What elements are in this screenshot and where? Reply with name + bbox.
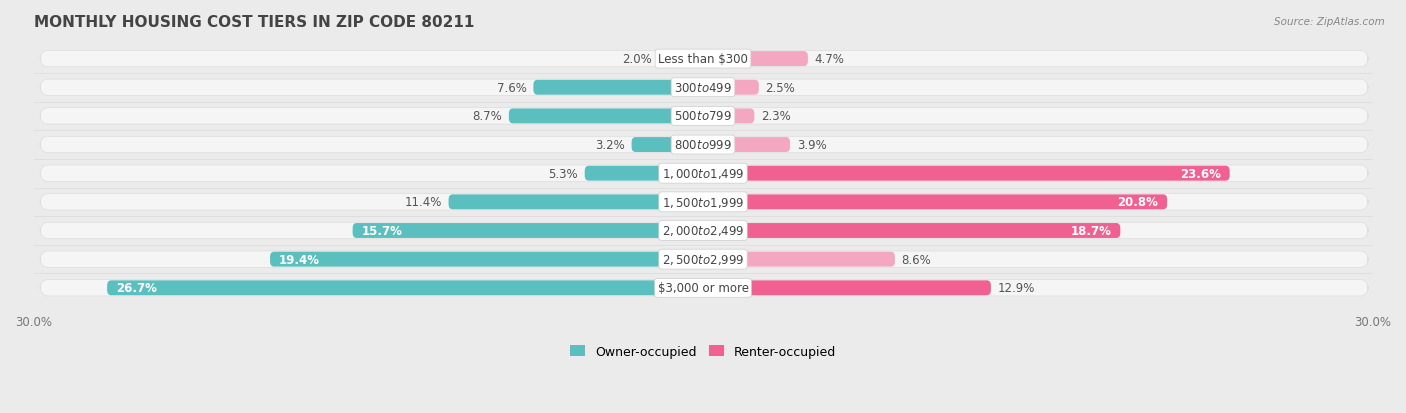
Text: 15.7%: 15.7% <box>361 224 402 237</box>
FancyBboxPatch shape <box>509 109 703 124</box>
FancyBboxPatch shape <box>703 109 755 124</box>
FancyBboxPatch shape <box>41 166 1368 182</box>
FancyBboxPatch shape <box>41 252 1368 268</box>
FancyBboxPatch shape <box>270 252 703 267</box>
Text: $500 to $799: $500 to $799 <box>673 110 733 123</box>
Text: 23.6%: 23.6% <box>1180 167 1220 180</box>
Text: $2,500 to $2,999: $2,500 to $2,999 <box>662 252 744 266</box>
Text: 4.7%: 4.7% <box>814 53 845 66</box>
FancyBboxPatch shape <box>41 137 1368 153</box>
FancyBboxPatch shape <box>703 281 991 296</box>
Text: 19.4%: 19.4% <box>278 253 321 266</box>
FancyBboxPatch shape <box>107 281 703 296</box>
FancyBboxPatch shape <box>631 138 703 153</box>
Text: 2.5%: 2.5% <box>765 81 796 95</box>
FancyBboxPatch shape <box>703 223 1121 238</box>
Text: 2.3%: 2.3% <box>761 110 790 123</box>
Text: $300 to $499: $300 to $499 <box>673 81 733 95</box>
FancyBboxPatch shape <box>533 81 703 95</box>
Text: 20.8%: 20.8% <box>1118 196 1159 209</box>
Text: MONTHLY HOUSING COST TIERS IN ZIP CODE 80211: MONTHLY HOUSING COST TIERS IN ZIP CODE 8… <box>34 15 474 30</box>
FancyBboxPatch shape <box>703 195 1167 210</box>
Text: Source: ZipAtlas.com: Source: ZipAtlas.com <box>1274 17 1385 26</box>
FancyBboxPatch shape <box>703 252 896 267</box>
Text: 7.6%: 7.6% <box>496 81 527 95</box>
Text: 18.7%: 18.7% <box>1070 224 1111 237</box>
Text: 8.6%: 8.6% <box>901 253 931 266</box>
FancyBboxPatch shape <box>41 194 1368 211</box>
Text: $1,500 to $1,999: $1,500 to $1,999 <box>662 195 744 209</box>
FancyBboxPatch shape <box>41 280 1368 296</box>
Text: $1,000 to $1,499: $1,000 to $1,499 <box>662 167 744 181</box>
Text: 3.2%: 3.2% <box>595 139 624 152</box>
Text: 3.9%: 3.9% <box>797 139 827 152</box>
FancyBboxPatch shape <box>41 51 1368 68</box>
FancyBboxPatch shape <box>703 52 808 67</box>
FancyBboxPatch shape <box>703 166 1230 181</box>
FancyBboxPatch shape <box>585 166 703 181</box>
FancyBboxPatch shape <box>41 109 1368 125</box>
Text: 2.0%: 2.0% <box>621 53 651 66</box>
FancyBboxPatch shape <box>703 81 759 95</box>
Text: 8.7%: 8.7% <box>472 110 502 123</box>
Text: $800 to $999: $800 to $999 <box>673 139 733 152</box>
Text: $3,000 or more: $3,000 or more <box>658 282 748 294</box>
Legend: Owner-occupied, Renter-occupied: Owner-occupied, Renter-occupied <box>565 340 841 363</box>
Text: 5.3%: 5.3% <box>548 167 578 180</box>
FancyBboxPatch shape <box>703 138 790 153</box>
FancyBboxPatch shape <box>449 195 703 210</box>
FancyBboxPatch shape <box>353 223 703 238</box>
FancyBboxPatch shape <box>658 52 703 67</box>
FancyBboxPatch shape <box>41 223 1368 239</box>
FancyBboxPatch shape <box>41 80 1368 96</box>
Text: 11.4%: 11.4% <box>405 196 441 209</box>
Text: Less than $300: Less than $300 <box>658 53 748 66</box>
Text: $2,000 to $2,499: $2,000 to $2,499 <box>662 224 744 238</box>
Text: 12.9%: 12.9% <box>998 282 1035 294</box>
Text: 26.7%: 26.7% <box>117 282 157 294</box>
